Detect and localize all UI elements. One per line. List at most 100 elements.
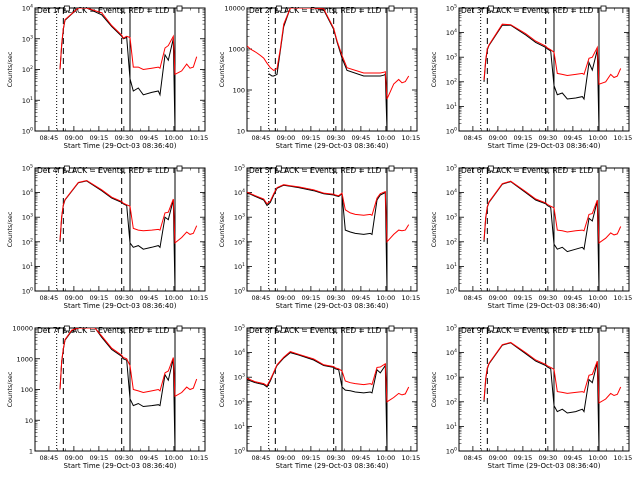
marker-box	[388, 325, 395, 332]
y_ticks-0: 100	[234, 287, 245, 296]
chart-title: Det 1f BLACK = Events, RED = LLD	[37, 6, 170, 15]
y_ticks-0: 100	[22, 127, 33, 136]
x-tick-label: 09:15	[514, 134, 533, 142]
y_ticks-4: 10000	[12, 325, 33, 333]
x-tick-label: 09:15	[90, 134, 109, 142]
y_ticks-3: 103	[22, 34, 33, 43]
x-tick-label: 09:00	[489, 294, 508, 302]
x-tick-label: 10:00	[165, 134, 184, 142]
y_ticks-4: 104	[446, 348, 457, 357]
marker-box	[63, 5, 70, 12]
y-axis-label: Counts/sec	[6, 371, 14, 407]
y_ticks-0: 100	[22, 287, 33, 296]
x-tick-label: 09:00	[277, 134, 296, 142]
series-line-lld	[483, 23, 622, 85]
y_ticks-4: 104	[446, 28, 457, 37]
series-line-lld	[483, 341, 622, 404]
x-tick-label: 10:15	[402, 134, 421, 142]
y_ticks-3: 1000	[16, 355, 33, 363]
x-tick-label: 09:30	[115, 294, 134, 302]
y-axis-label: Counts/sec	[430, 51, 438, 87]
x-axis-label: Start Time (29-Oct-03 08:36:40)	[64, 462, 177, 470]
chart-panel: Det 4f BLACK = Events, RED = LLD 100 101 10…	[6, 164, 208, 311]
x-tick-label: 10:15	[402, 294, 421, 302]
marker-box	[600, 5, 607, 12]
chart-title: Det 9f BLACK = Events, RED = LLD	[461, 326, 594, 335]
chart-title: Det 3f BLACK = Events, RED = LLD	[461, 6, 594, 15]
y_ticks-2: 102	[22, 65, 33, 74]
chart-panel: Det 9f BLACK = Events, RED = LLD 100 101 10…	[430, 324, 632, 471]
y_ticks-3: 10000	[224, 5, 245, 13]
x-tick-label: 10:00	[589, 454, 608, 462]
series-line-lld	[247, 8, 410, 100]
y_ticks-4: 104	[234, 348, 245, 357]
x-tick-label: 10:15	[614, 134, 633, 142]
y_ticks-5: 105	[446, 164, 457, 173]
x-tick-label: 09:30	[327, 134, 346, 142]
y_ticks-0: 100	[234, 447, 245, 456]
x-tick-label: 10:00	[165, 294, 184, 302]
x-tick-label: 09:45	[140, 294, 159, 302]
x-tick-label: 09:15	[90, 454, 109, 462]
y_ticks-2: 102	[234, 237, 245, 246]
y_ticks-2: 102	[446, 237, 457, 246]
y_ticks-0: 1	[29, 448, 33, 456]
x-tick-label: 09:45	[352, 294, 371, 302]
marker-box	[487, 165, 494, 172]
y-axis-label: Counts/sec	[430, 371, 438, 407]
x-tick-label: 09:30	[115, 454, 134, 462]
x-tick-label: 09:15	[514, 454, 533, 462]
y_ticks-5: 105	[446, 324, 457, 333]
marker-box	[176, 165, 183, 172]
x-tick-label: 09:15	[302, 454, 321, 462]
y_ticks-4: 104	[234, 188, 245, 197]
y_ticks-3: 103	[22, 213, 33, 222]
x-tick-label: 09:30	[539, 294, 558, 302]
x-axis-label: Start Time (29-Oct-03 08:36:40)	[488, 142, 601, 150]
chart-panel: Det 6f BLACK = Events, RED = LLD 100 101 10…	[430, 164, 632, 311]
x-tick-label: 09:45	[564, 134, 583, 142]
y_ticks-2: 102	[446, 77, 457, 86]
x-tick-label: 10:15	[190, 134, 209, 142]
y-axis-label: Counts/sec	[430, 211, 438, 247]
x-tick-label: 09:15	[302, 294, 321, 302]
x-axis-label: Start Time (29-Oct-03 08:36:40)	[64, 142, 177, 150]
y_ticks-3: 103	[234, 373, 245, 382]
x-tick-label: 09:15	[90, 294, 109, 302]
chart-title: Det 4f BLACK = Events, RED = LLD	[37, 166, 170, 175]
y_ticks-2: 102	[22, 237, 33, 246]
marker-box	[487, 5, 494, 12]
series-line-events	[59, 180, 176, 291]
x-tick-label: 09:15	[514, 294, 533, 302]
y_ticks-5: 105	[22, 164, 33, 173]
marker-box	[275, 165, 282, 172]
x-tick-label: 08:45	[464, 294, 483, 302]
x-tick-label: 10:00	[589, 134, 608, 142]
y_ticks-1: 100	[233, 87, 245, 95]
x-tick-label: 09:00	[65, 134, 84, 142]
x-tick-label: 10:15	[614, 294, 633, 302]
chart-title: Det 8f BLACK = Events, RED = LLD	[249, 326, 382, 335]
marker-box	[275, 5, 282, 12]
y_ticks-0: 10	[237, 128, 245, 136]
y_ticks-3: 103	[446, 373, 457, 382]
series-line-lld	[483, 180, 622, 244]
y_ticks-2: 102	[446, 397, 457, 406]
y_ticks-3: 103	[234, 213, 245, 222]
series-line-events	[247, 352, 388, 451]
series-line-events	[483, 342, 600, 451]
x-tick-label: 08:45	[464, 134, 483, 142]
chart-panel: Det 1f BLACK = Events, RED = LLD 100 101 10…	[6, 4, 208, 151]
marker-box	[487, 325, 494, 332]
y_ticks-0: 100	[446, 447, 457, 456]
x-axis-label: Start Time (29-Oct-03 08:36:40)	[276, 302, 389, 310]
series-line-lld	[247, 184, 410, 244]
y_ticks-2: 102	[234, 397, 245, 406]
marker-box	[600, 165, 607, 172]
plot-frame	[246, 327, 418, 452]
x-tick-label: 09:30	[539, 134, 558, 142]
marker-box	[176, 5, 183, 12]
x-tick-label: 08:45	[252, 134, 271, 142]
y_ticks-4: 104	[446, 188, 457, 197]
x-tick-label: 09:30	[539, 454, 558, 462]
